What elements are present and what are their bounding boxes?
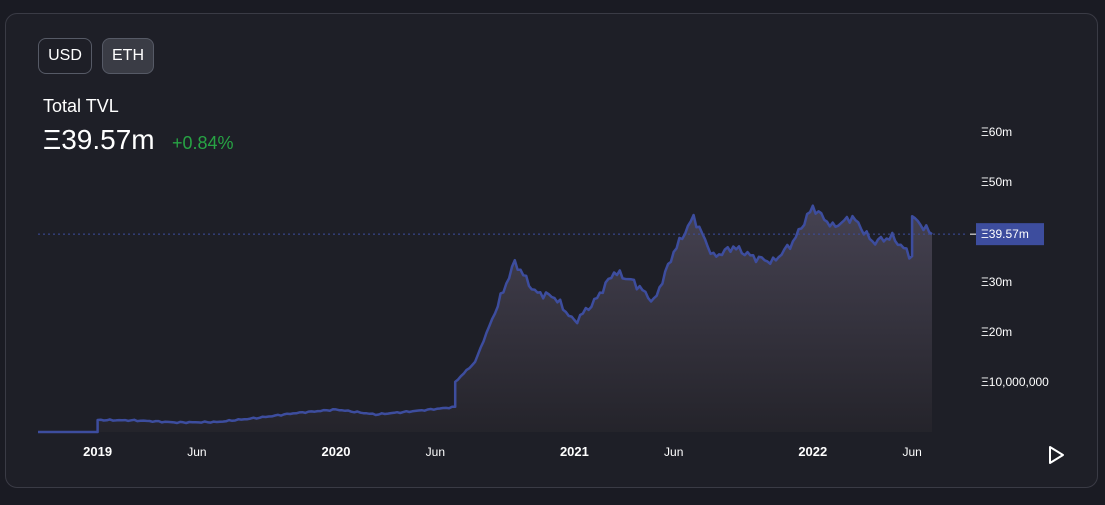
- last-value-label: Ξ39.57m: [981, 227, 1029, 241]
- y-tick-label: Ξ20m: [981, 325, 1012, 339]
- x-tick-label: 2022: [798, 444, 827, 459]
- x-tick-label: 2020: [322, 444, 351, 459]
- tvl-change: +0.84%: [172, 133, 234, 153]
- y-tick-label: Ξ30m: [981, 275, 1012, 289]
- x-tick-label: 2019: [83, 444, 112, 459]
- y-tick-label: Ξ60m: [981, 125, 1012, 139]
- y-tick-label: Ξ50m: [981, 175, 1012, 189]
- tvl-area: [38, 205, 932, 432]
- eth-toggle-button[interactable]: ETH: [102, 38, 154, 74]
- tvl-series-line: [38, 204, 933, 434]
- tvl-value: Ξ39.57m: [43, 124, 155, 155]
- x-tick-label: Jun: [664, 445, 683, 459]
- x-tick-label: Jun: [187, 445, 206, 459]
- last-value-badge: [976, 223, 1044, 246]
- x-tick-label: Jun: [426, 445, 445, 459]
- chart-title: Total TVL: [43, 96, 119, 116]
- x-tick-label: 2021: [560, 444, 589, 459]
- usd-toggle-button[interactable]: USD: [38, 38, 92, 74]
- x-tick-label: Jun: [902, 445, 921, 459]
- play-icon[interactable]: [1046, 444, 1066, 466]
- y-tick-label: Ξ10,000,000: [981, 375, 1049, 389]
